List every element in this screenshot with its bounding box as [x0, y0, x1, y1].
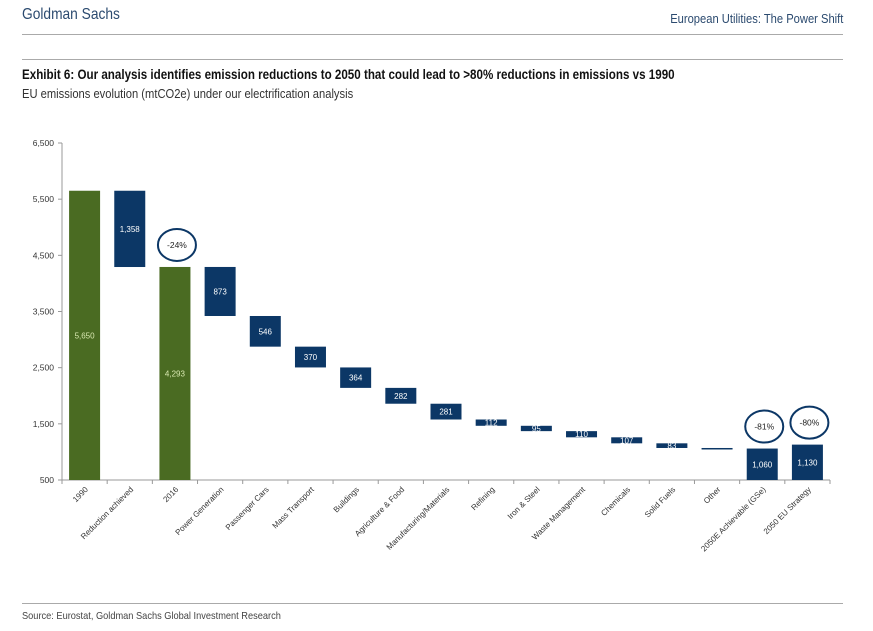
data-label: 1,358: [120, 225, 141, 234]
x-tick-label: Chemicals: [599, 485, 632, 518]
bar-chemicals: [611, 437, 643, 444]
bar-other: [701, 447, 733, 450]
y-tick-label: 500: [40, 475, 54, 485]
x-tick-label: Solid Fuels: [643, 485, 677, 519]
exhibit-title: Exhibit 6: Our analysis identifies emiss…: [22, 67, 675, 82]
bar-passenger-cars: [249, 315, 281, 347]
x-tick-label: 2050 EU Strategy: [762, 485, 813, 536]
annotation-label: -24%: [167, 240, 187, 250]
bar-reduction-achieved: [114, 190, 146, 268]
y-tick-label: 6,500: [33, 138, 55, 148]
x-tick-label: 1990: [71, 485, 90, 504]
bar-2016: [159, 266, 191, 480]
data-label: 370: [304, 353, 318, 362]
x-tick-label: Mass Transport: [271, 485, 317, 531]
y-tick-label: 4,500: [33, 250, 55, 260]
x-tick-label: Passenger Cars: [224, 485, 271, 532]
x-tick-label: Refining: [469, 485, 496, 512]
x-tick-label: Other: [702, 485, 723, 506]
data-label: 4,293: [165, 369, 186, 378]
bar-2050-eu-strategy: [791, 444, 823, 480]
exhibit-subtitle: EU emissions evolution (mtCO2e) under ou…: [22, 86, 354, 101]
bar-agriculture-food: [385, 387, 417, 404]
x-tick-label: Agriculture & Food: [353, 485, 406, 538]
footer-divider: [22, 603, 843, 604]
waterfall-chart: 500 1,500 2,500 3,500 4,500 5,500 6,500 5,650 19…: [33, 138, 831, 553]
y-tick-label: 5,500: [33, 194, 55, 204]
brand-logo-text: Goldman Sachs: [22, 6, 120, 23]
data-label: 282: [394, 392, 408, 401]
annotation-circle: [156, 227, 197, 262]
exhibit-divider: [22, 59, 843, 60]
bar-power-generation: [204, 266, 236, 316]
y-tick-label: 2,500: [33, 363, 55, 373]
bar-refining: [475, 419, 507, 426]
bar-solid-fuels: [656, 443, 688, 448]
bar-waste-management: [566, 431, 598, 438]
header-divider: [22, 34, 843, 35]
data-label: 546: [259, 327, 273, 336]
data-label: 1,130: [797, 458, 818, 467]
annotation-label: -80%: [799, 418, 819, 428]
bar-iron-steel: [520, 425, 552, 432]
bar-2050e-achievable-gse-: [746, 448, 778, 480]
bar-buildings: [340, 367, 372, 388]
data-label: 5,650: [75, 331, 96, 340]
bar-1990: [69, 190, 101, 480]
data-label: 95: [532, 424, 541, 433]
y-tick-label: 3,500: [33, 307, 55, 317]
data-label: 112: [485, 419, 498, 428]
x-tick-label: Iron & Steel: [506, 485, 542, 521]
data-label: 1,060: [752, 460, 773, 469]
data-label: 110: [575, 430, 588, 439]
x-tick-label: Buildings: [332, 485, 361, 514]
bar-mass-transport: [294, 346, 326, 368]
document-title: European Utilities: The Power Shift: [669, 11, 843, 26]
data-label: 107: [620, 436, 634, 445]
x-tick-label: 2016: [161, 485, 180, 504]
bar-manufacturing-materials: [430, 403, 462, 420]
data-label: 873: [213, 287, 227, 296]
data-label: 364: [349, 374, 363, 383]
data-label: 281: [439, 408, 453, 417]
annotation-circle: [744, 409, 785, 444]
annotation-label: -81%: [754, 422, 774, 432]
annotation-circle: [789, 405, 830, 440]
y-tick-label: 1,500: [33, 419, 55, 429]
x-tick-label: Power Generation: [174, 485, 226, 537]
data-label: 83: [667, 442, 676, 451]
source-note: Source: Eurostat, Goldman Sachs Global I…: [22, 610, 281, 622]
